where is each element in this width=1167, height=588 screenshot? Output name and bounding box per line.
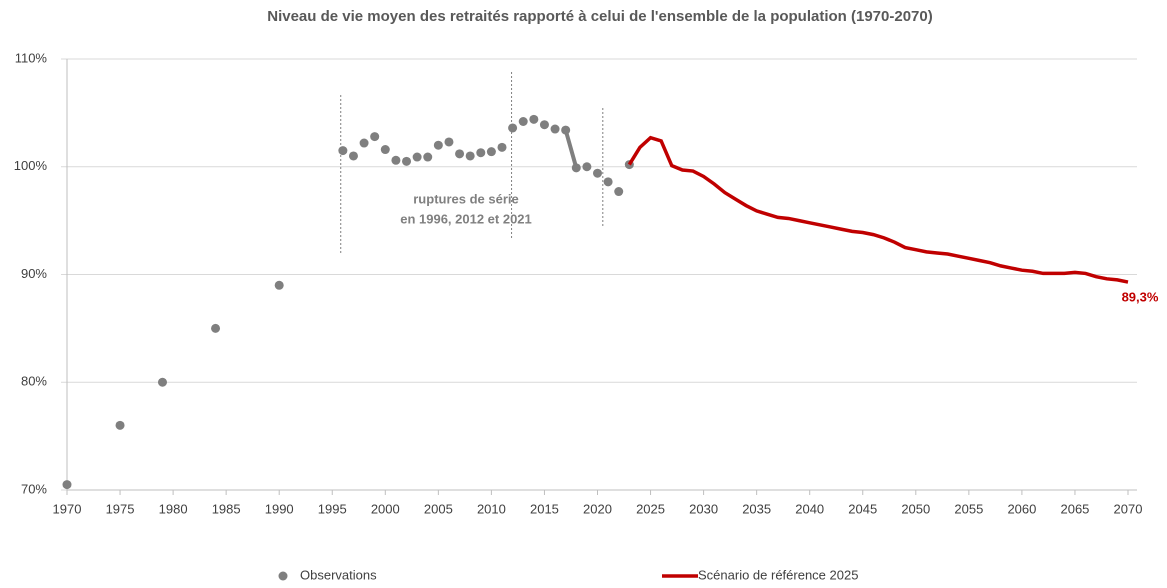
y-tick-label: 110%	[15, 50, 48, 65]
x-tick-label: 1980	[159, 501, 188, 516]
x-tick-label: 2015	[530, 501, 559, 516]
annotation-text: ruptures de série	[413, 191, 519, 206]
observation-point	[582, 162, 592, 172]
x-tick-label: 1990	[265, 501, 294, 516]
observation-point	[380, 145, 390, 155]
observation-point	[455, 149, 465, 159]
observation-point	[338, 146, 348, 156]
observation-point	[412, 152, 422, 162]
observation-point	[550, 124, 560, 134]
observation-point	[571, 163, 581, 173]
x-tick-label: 2000	[371, 501, 400, 516]
x-tick-label: 2055	[954, 501, 983, 516]
x-tick-label: 2050	[901, 501, 930, 516]
observation-point	[561, 125, 571, 135]
data-label: 89,3%	[1122, 289, 1159, 304]
observation-point	[348, 151, 358, 161]
x-tick-label: 2065	[1060, 501, 1089, 516]
observation-point	[465, 151, 475, 161]
y-tick-label: 70%	[21, 481, 47, 496]
x-tick-label: 2040	[795, 501, 824, 516]
x-tick-label: 2070	[1114, 501, 1143, 516]
observation-point	[497, 142, 507, 152]
observation-point	[444, 137, 454, 147]
observation-point	[433, 140, 443, 150]
observation-point	[603, 177, 613, 187]
annotation-text: en 1996, 2012 et 2021	[400, 211, 532, 226]
break-connector	[563, 129, 579, 169]
x-tick-label: 2020	[583, 501, 612, 516]
x-tick-label: 2060	[1007, 501, 1036, 516]
x-tick-label: 2010	[477, 501, 506, 516]
observation-point	[115, 420, 125, 430]
observation-point	[593, 168, 602, 178]
observation-point	[518, 116, 528, 126]
x-tick-label: 1985	[212, 501, 241, 516]
legend-label: Observations	[300, 567, 377, 582]
observation-point	[423, 152, 433, 162]
x-tick-label: 2045	[848, 501, 877, 516]
x-tick-label: 1975	[106, 501, 135, 516]
observation-point	[402, 156, 412, 166]
observation-point	[391, 155, 401, 165]
x-tick-label: 2035	[742, 501, 771, 516]
observation-point	[529, 114, 539, 124]
x-tick-label: 2030	[689, 501, 718, 516]
x-tick-label: 1995	[318, 501, 347, 516]
observation-point	[486, 147, 496, 157]
chart-title: Niveau de vie moyen des retraités rappor…	[267, 8, 932, 25]
observation-point	[614, 187, 624, 197]
observation-point	[62, 480, 72, 490]
observation-point	[157, 377, 167, 387]
observation-point	[539, 120, 549, 130]
x-tick-label: 1970	[53, 501, 82, 516]
x-tick-label: 2025	[636, 501, 665, 516]
x-tick-label: 2005	[424, 501, 453, 516]
observation-point	[359, 138, 369, 148]
legend-marker	[278, 571, 288, 581]
observation-point	[370, 132, 380, 142]
observation-point	[274, 280, 284, 290]
observation-point	[508, 123, 518, 133]
scenario-line	[627, 135, 1129, 284]
observation-point	[476, 148, 486, 158]
observation-point	[211, 323, 221, 333]
y-tick-label: 100%	[14, 158, 48, 173]
y-tick-label: 90%	[21, 266, 47, 281]
legend-label: Scénario de référence 2025	[698, 567, 858, 582]
y-tick-label: 80%	[21, 374, 47, 389]
